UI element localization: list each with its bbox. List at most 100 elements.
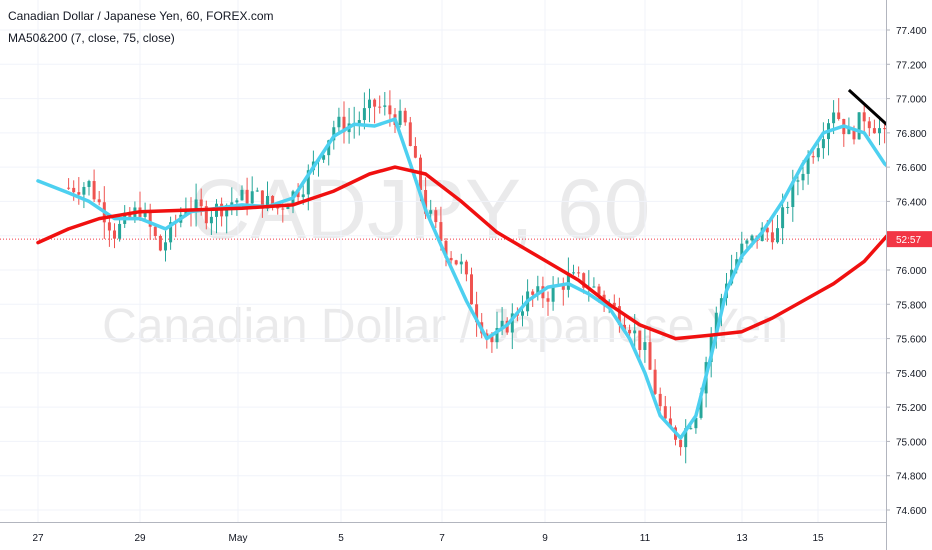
- candle-body: [781, 207, 785, 229]
- candle-body: [388, 105, 392, 115]
- candle-body: [612, 302, 616, 307]
- candle-body: [92, 181, 96, 200]
- symbol-title[interactable]: Canadian Dollar / Japanese Yen, 60, FORE…: [8, 9, 274, 23]
- candle-body: [531, 291, 535, 295]
- candle-body: [561, 284, 565, 290]
- candle-body: [408, 122, 412, 147]
- candle-body: [209, 216, 213, 224]
- candle-body: [867, 121, 871, 129]
- candle-body: [250, 191, 254, 204]
- candle-body: [546, 298, 550, 302]
- candle-body: [281, 208, 285, 210]
- candle-body: [837, 112, 841, 119]
- countdown-label: 52:57: [896, 235, 921, 246]
- time-tick-label: 15: [812, 533, 824, 544]
- candle-body: [597, 286, 601, 295]
- candle-body: [164, 242, 167, 251]
- candle-body: [878, 128, 881, 134]
- candle-body: [638, 330, 642, 350]
- candle-body: [536, 286, 540, 295]
- candle-body: [322, 155, 326, 160]
- candle-body: [658, 393, 662, 407]
- candle-body: [786, 207, 790, 209]
- candle-body: [204, 206, 208, 224]
- candle-body: [714, 312, 718, 336]
- time-tick-label: 5: [338, 533, 344, 544]
- candle-body: [801, 173, 805, 181]
- candle-body: [566, 273, 570, 290]
- candle-body: [337, 116, 341, 128]
- indicator-legend[interactable]: MA50&200 (7, close, 75, close): [8, 31, 175, 45]
- candle-body: [413, 146, 417, 158]
- candle-body: [852, 128, 856, 140]
- candle-body: [490, 336, 494, 343]
- candle-body: [327, 140, 331, 156]
- candle-body: [510, 313, 514, 333]
- candle-body: [357, 120, 361, 124]
- price-tick-label: 75.000: [896, 437, 927, 448]
- candle-body: [342, 116, 346, 133]
- watermark-name: Canadian Dollar / Japanese Yen: [102, 300, 788, 353]
- candle-body: [750, 235, 754, 241]
- candle-body: [633, 330, 637, 334]
- time-axis[interactable]: 27 29 May 5 7 9 11 13 15: [0, 522, 886, 550]
- candle-body: [628, 329, 632, 334]
- candle-body: [87, 181, 91, 187]
- candle-body: [847, 128, 851, 135]
- price-axis[interactable]: 77.40077.20077.00076.80076.60076.40076.2…: [886, 0, 932, 550]
- candle-body: [577, 272, 581, 274]
- candle-body: [306, 170, 310, 195]
- candle-body: [286, 206, 290, 210]
- candle-body: [459, 261, 463, 265]
- candle-body: [689, 428, 693, 430]
- candle-body: [296, 191, 300, 198]
- time-tick-label: 9: [542, 533, 548, 544]
- price-tick-label: 74.600: [896, 506, 927, 517]
- ma-fast-line: [36, 117, 932, 440]
- candle-body: [368, 99, 371, 109]
- candle-body: [495, 328, 499, 343]
- candle-body: [740, 243, 744, 260]
- candle-body: [77, 192, 81, 195]
- candle-body: [434, 210, 438, 223]
- price-tick-label: 76.600: [896, 163, 927, 174]
- price-tick-label: 77.000: [896, 95, 927, 106]
- time-tick-label: May: [229, 533, 248, 544]
- candle-body: [582, 273, 586, 288]
- candle-body: [485, 333, 489, 337]
- candle-body: [235, 200, 239, 203]
- candle-body: [663, 406, 667, 419]
- candle-body: [776, 228, 779, 243]
- candle-body: [230, 202, 234, 206]
- price-axis-bg: [886, 0, 932, 550]
- candle-body: [398, 110, 402, 125]
- candle-body: [82, 186, 86, 195]
- candle-body: [653, 369, 657, 394]
- price-tick-label: 76.000: [896, 266, 927, 277]
- candle-body: [245, 189, 249, 204]
- time-tick-label: 29: [134, 533, 146, 544]
- candle-body: [821, 139, 825, 149]
- time-axis-bg: [0, 522, 886, 550]
- candle-body: [240, 189, 244, 201]
- candle-body: [684, 428, 688, 448]
- candle-body: [225, 205, 229, 217]
- candle-body: [199, 199, 203, 207]
- candle-body: [592, 286, 596, 288]
- candle-body: [617, 306, 621, 325]
- candle-body: [301, 194, 305, 198]
- candle-body: [271, 195, 275, 206]
- candle-body: [449, 257, 453, 261]
- candle-body: [107, 222, 111, 231]
- candle-body: [373, 99, 377, 107]
- grid: [0, 0, 886, 522]
- candle-body: [424, 189, 428, 214]
- candle-body: [260, 190, 264, 209]
- candle-body: [623, 324, 626, 330]
- candle-body: [332, 127, 336, 141]
- time-tick-label: 27: [32, 533, 44, 544]
- candle-body: [857, 112, 861, 140]
- price-tick-label: 77.400: [896, 26, 927, 37]
